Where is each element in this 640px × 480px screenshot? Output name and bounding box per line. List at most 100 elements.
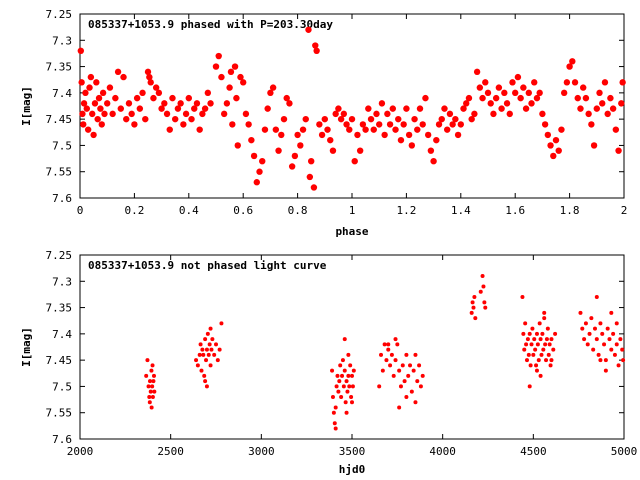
data-point [336, 389, 341, 394]
data-point [614, 321, 619, 326]
data-point [382, 342, 387, 347]
data-point [206, 352, 211, 357]
data-point [204, 358, 209, 363]
data-point [294, 131, 301, 139]
data-point [147, 79, 154, 86]
data-point [384, 110, 391, 118]
x-tick-label: 4000 [429, 445, 456, 458]
data-point [611, 331, 616, 336]
data-point [533, 347, 538, 352]
data-point [446, 110, 454, 118]
data-point [151, 379, 156, 384]
data-point [397, 368, 402, 373]
data-point [333, 405, 338, 410]
data-point [234, 142, 241, 149]
data-point [594, 295, 599, 300]
data-point [379, 352, 384, 357]
data-point [483, 305, 488, 310]
data-point [267, 89, 274, 97]
data-point [400, 363, 405, 368]
data-point [291, 152, 299, 160]
data-point [470, 300, 475, 305]
data-point [152, 84, 160, 91]
data-point [83, 105, 91, 112]
data-point [541, 347, 546, 352]
data-point [547, 142, 554, 149]
data-point [524, 342, 529, 347]
data-point [580, 84, 587, 91]
data-point [354, 131, 361, 139]
data-point [546, 352, 551, 357]
data-point [616, 363, 621, 368]
data-point [539, 110, 546, 118]
data-point [393, 337, 398, 342]
data-point [120, 73, 127, 81]
data-point [215, 358, 220, 363]
data-point [203, 379, 208, 384]
data-point [560, 89, 568, 97]
data-point [188, 115, 195, 123]
data-point [223, 100, 231, 107]
data-point [526, 352, 531, 357]
data-point [344, 379, 349, 384]
data-point [473, 68, 481, 76]
data-point [618, 100, 625, 107]
data-point [233, 94, 240, 102]
data-point [591, 347, 596, 352]
data-point [522, 347, 527, 352]
data-point [226, 84, 233, 91]
data-point [531, 79, 538, 86]
data-point [214, 342, 218, 347]
data-point [215, 52, 222, 60]
data-point [413, 400, 418, 405]
data-point [272, 126, 280, 133]
data-point [521, 331, 526, 336]
x-tick-label: 0.4 [179, 204, 199, 217]
data-point [349, 394, 354, 399]
y-tick-label: 7.35 [46, 61, 73, 74]
data-point [148, 389, 153, 394]
data-point [312, 42, 319, 49]
data-point [346, 126, 353, 133]
data-point [150, 363, 155, 368]
data-point [217, 347, 222, 352]
y-tick-label: 7.25 [46, 249, 73, 262]
data-point [149, 368, 154, 373]
data-point [334, 384, 339, 389]
y-tick-label: 7.25 [46, 8, 73, 21]
data-point [350, 384, 355, 389]
data-point [202, 373, 207, 378]
data-point [99, 89, 107, 97]
data-point [308, 158, 315, 165]
data-point [411, 368, 416, 373]
data-point [209, 347, 214, 352]
data-point [484, 89, 492, 97]
data-point [166, 126, 173, 133]
data-point [598, 321, 603, 326]
data-point [146, 73, 153, 81]
data-point [286, 100, 293, 107]
data-point [152, 389, 157, 394]
data-point [77, 47, 85, 54]
data-point [194, 358, 199, 363]
data-point [587, 331, 592, 336]
data-point [227, 68, 235, 76]
data-point [422, 94, 429, 102]
data-point [333, 426, 338, 431]
data-point [544, 358, 549, 363]
data-point [609, 347, 614, 352]
data-point [388, 363, 393, 368]
y-axis-label: I[mag] [20, 86, 33, 126]
data-point [338, 363, 343, 368]
data-point [306, 173, 314, 181]
data-point [582, 337, 587, 342]
data-point [523, 321, 528, 326]
data-point [245, 121, 252, 128]
data-point [534, 363, 539, 368]
data-point [193, 100, 201, 107]
data-point [430, 158, 437, 165]
data-point [577, 105, 584, 112]
data-point [529, 342, 534, 347]
data-point [337, 379, 342, 384]
data-point [588, 121, 595, 128]
